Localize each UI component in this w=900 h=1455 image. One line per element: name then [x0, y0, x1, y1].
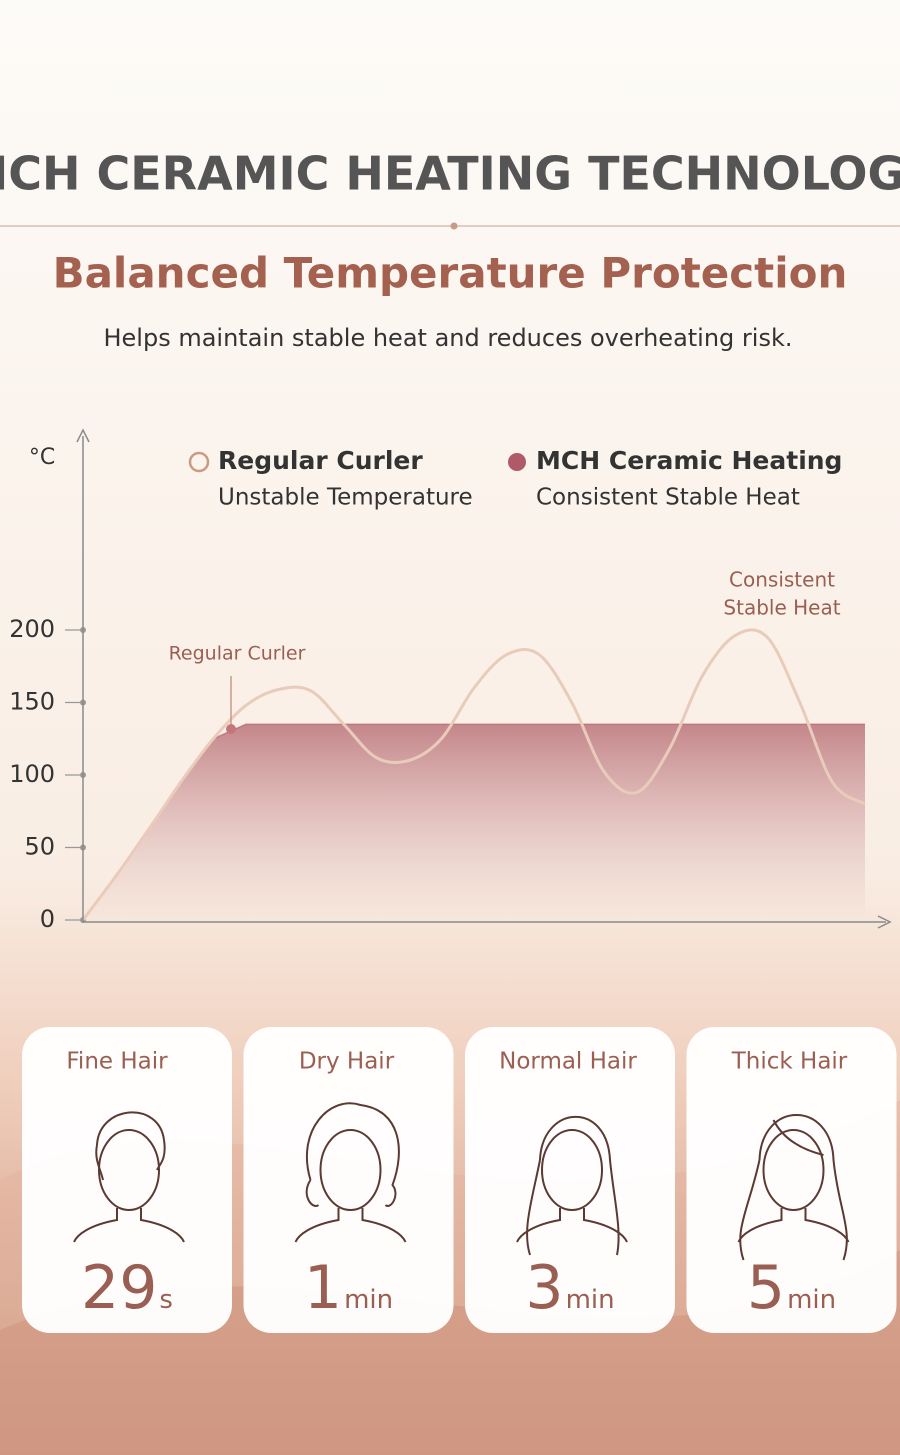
hair	[739, 1114, 848, 1261]
hair	[95, 1111, 166, 1181]
face	[762, 1129, 825, 1211]
card-time: 29s	[81, 1253, 173, 1323]
y-tick-label: 150	[9, 688, 55, 716]
card-label: Dry Hair	[299, 1049, 395, 1075]
y-tick-label: 50	[24, 833, 55, 861]
annotation: Consistent	[729, 568, 835, 592]
face	[541, 1129, 603, 1211]
time-unit: min	[787, 1285, 836, 1315]
card-time: 1min	[304, 1253, 393, 1323]
shoulders	[73, 1208, 185, 1243]
title: MCH CERAMIC HEATING TECHNOLOGY	[0, 147, 900, 201]
line	[81, 628, 866, 921]
hair-icon	[516, 1115, 628, 1256]
annotation-dot	[226, 724, 236, 734]
time-value: 1	[304, 1253, 342, 1323]
hair	[526, 1115, 620, 1256]
card	[22, 1027, 232, 1333]
hair-icon	[294, 1102, 407, 1243]
axis-arrow	[76, 428, 90, 443]
y-tick-label: 0	[40, 905, 55, 933]
card-label: Fine Hair	[66, 1049, 168, 1075]
time-value: 5	[747, 1253, 785, 1323]
shoulders	[516, 1208, 628, 1243]
time-unit: min	[344, 1285, 393, 1315]
time-unit: min	[566, 1285, 615, 1315]
legend-description: Consistent Stable Heat	[536, 485, 800, 511]
card	[465, 1027, 675, 1333]
card	[243, 1027, 454, 1333]
hair-icon	[737, 1114, 850, 1261]
description: Helps maintain stable heat and reduces o…	[103, 324, 792, 352]
y-axis-label: °C	[29, 445, 55, 470]
annotation: Stable Heat	[723, 596, 840, 620]
time-unit: s	[159, 1285, 173, 1315]
legend-description: Unstable Temperature	[218, 485, 473, 511]
plot: 0 50 100 150 200 Regular Curler Unstable Tempe…	[9, 446, 866, 933]
legend-name: Regular Curler	[218, 446, 423, 475]
annotation: Regular Curler	[169, 643, 306, 665]
card-label: Thick Hair	[731, 1049, 848, 1075]
card-label: Normal Hair	[499, 1049, 637, 1075]
time-value: 29	[81, 1253, 157, 1323]
hair-icon	[73, 1111, 185, 1243]
area	[83, 724, 865, 920]
time-value: 3	[525, 1253, 563, 1323]
axis-arrow	[877, 915, 892, 929]
y-tick-label: 200	[9, 615, 55, 643]
hair	[305, 1102, 400, 1207]
face	[319, 1129, 382, 1211]
legend-marker	[508, 453, 526, 471]
card-time: 3min	[525, 1253, 614, 1323]
card-time: 5min	[747, 1253, 836, 1323]
legend-name: MCH Ceramic Heating	[536, 446, 842, 475]
shoulders	[737, 1208, 850, 1243]
shoulders	[294, 1208, 407, 1243]
y-tick-label: 100	[9, 760, 55, 788]
subtitle: Balanced Temperature Protection	[53, 249, 848, 298]
legend-marker	[188, 451, 210, 473]
divider-dot	[450, 222, 458, 230]
